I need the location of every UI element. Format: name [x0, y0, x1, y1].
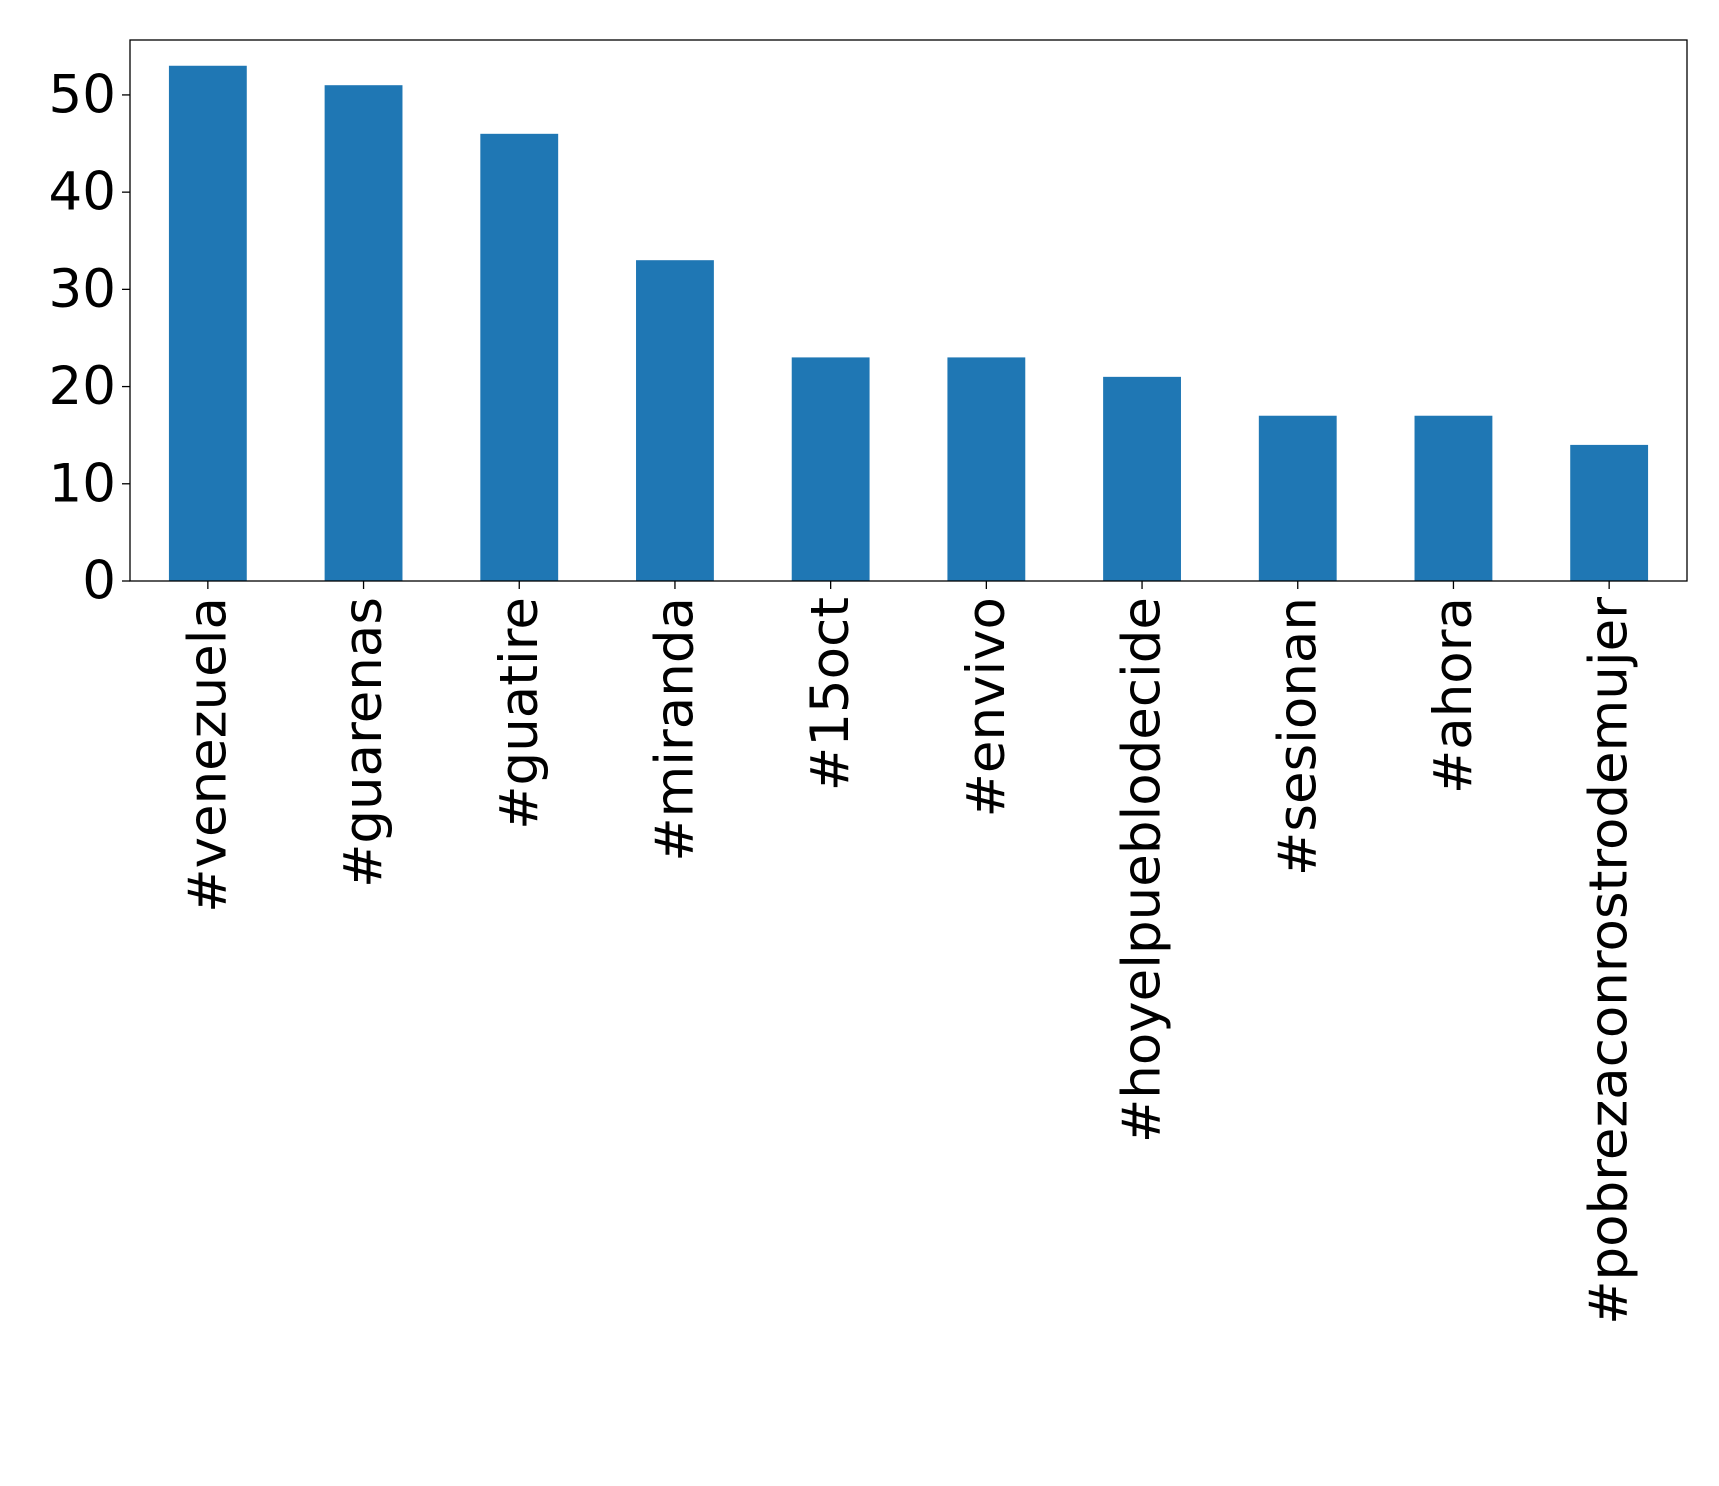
x-tick-label: #guatire [489, 597, 550, 830]
bar [324, 85, 403, 582]
y-tick-label: 0 [82, 551, 116, 612]
x-tick-label: #guarenas [333, 597, 394, 888]
bar [791, 357, 870, 581]
bar [1570, 444, 1649, 581]
x-tick-label: #miranda [644, 597, 705, 862]
x-tick-label: #ahora [1423, 597, 1484, 794]
x-tick-label: #venezuela [177, 597, 238, 913]
x-tick-label: #15oct [800, 597, 861, 791]
x-tick-label: #envivo [956, 597, 1017, 818]
x-tick-label: #hoyelpueblodecide [1112, 597, 1173, 1143]
y-tick-label: 50 [49, 64, 116, 125]
y-tick-label: 10 [49, 453, 116, 514]
x-tick-label: #sesionan [1267, 597, 1328, 876]
bar [1103, 376, 1181, 581]
bar [1258, 415, 1337, 581]
x-tick-label: #pobrezaconrostrodemujer [1579, 597, 1640, 1325]
bar [947, 357, 1026, 581]
bar [636, 260, 714, 581]
bar [168, 65, 247, 581]
y-tick-label: 20 [49, 356, 116, 417]
bar [480, 133, 559, 581]
y-tick-label: 30 [49, 259, 116, 320]
y-tick-label: 40 [49, 162, 116, 223]
bar [1414, 415, 1493, 581]
plot-frame [129, 39, 1688, 582]
